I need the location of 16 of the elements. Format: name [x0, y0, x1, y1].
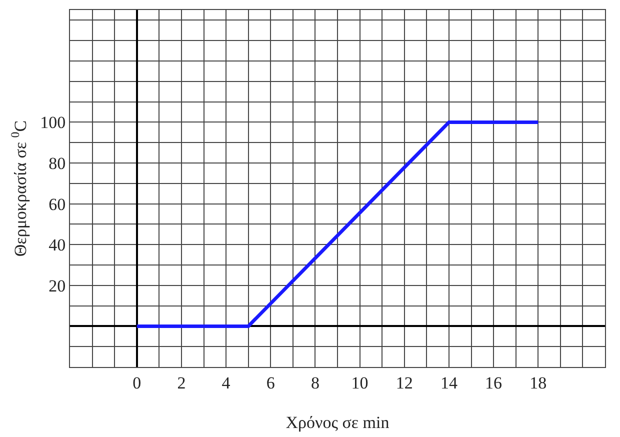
- x-axis-title: Χρόνος σε min: [286, 413, 390, 432]
- y-tick-label: 40: [48, 236, 66, 255]
- y-tick-label: 60: [48, 194, 66, 214]
- x-tick-label: 14: [440, 373, 458, 392]
- x-tick-label: 2: [177, 373, 186, 392]
- x-tick-label: 4: [222, 373, 231, 392]
- x-tick-label: 6: [266, 373, 275, 392]
- y-tick-label: 80: [48, 154, 66, 173]
- x-tick-label: 0: [132, 373, 142, 392]
- x-tick-label: 12: [396, 373, 413, 392]
- x-tick-label: 18: [530, 373, 547, 392]
- x-tick-label: 16: [485, 373, 502, 392]
- x-tick-label: 8: [310, 373, 320, 392]
- y-tick-label: 20: [48, 276, 66, 296]
- y-tick-label: 100: [40, 113, 66, 132]
- x-tick-label: 10: [351, 373, 368, 392]
